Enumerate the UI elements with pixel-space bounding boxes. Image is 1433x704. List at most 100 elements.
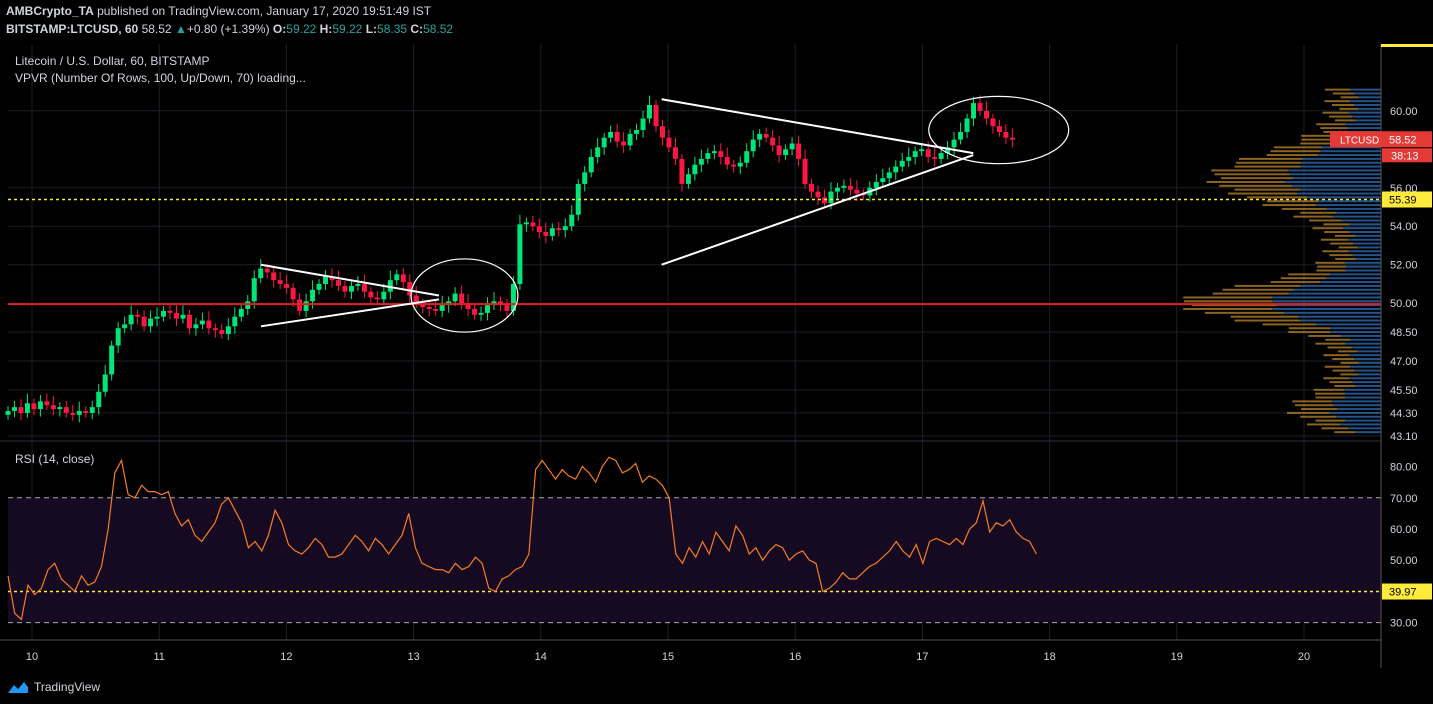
time-tick-label: 15 xyxy=(662,651,674,663)
candle-body xyxy=(724,156,730,165)
rsi-tick-label: 60.00 xyxy=(1390,524,1418,536)
price-tick-label: 60.00 xyxy=(1390,106,1418,118)
time-tick-label: 11 xyxy=(153,651,164,663)
author-name[interactable]: AMBCrypto_TA xyxy=(6,4,94,18)
rsi-level-tag xyxy=(1382,583,1432,600)
candle-body xyxy=(536,226,542,233)
rsi-tick-label: 30.00 xyxy=(1390,618,1418,630)
volume-profile-bar-down xyxy=(1337,350,1358,353)
candle-body xyxy=(912,151,918,157)
volume-profile-bar-up xyxy=(1355,384,1381,387)
candle-body xyxy=(329,276,335,281)
volume-profile-bar-up xyxy=(1302,157,1381,160)
candle-body xyxy=(996,126,1002,132)
volume-profile-bar-up xyxy=(1349,377,1381,380)
volume-profile-bar-down xyxy=(1338,246,1358,249)
candle-body xyxy=(964,118,970,132)
volume-profile-bar-down xyxy=(1288,331,1330,334)
candle-body xyxy=(63,407,69,413)
volume-profile-bar-down xyxy=(1315,419,1345,422)
candle-body xyxy=(148,318,154,327)
volume-profile-bar-down xyxy=(1340,373,1359,376)
candle-body xyxy=(70,412,76,415)
candle-body xyxy=(219,330,225,335)
candle-body xyxy=(238,308,244,317)
volume-profile-bar-up xyxy=(1329,273,1381,276)
candle-body xyxy=(109,345,115,375)
tradingview-logo-icon[interactable] xyxy=(6,679,30,695)
symbol-label[interactable]: BITSTAMP:LTCUSD, 60 xyxy=(6,22,139,36)
candle-body xyxy=(744,151,750,163)
volume-profile-bar-up xyxy=(1289,173,1381,176)
volume-profile-bar-down xyxy=(1340,96,1359,99)
volume-profile-bar-up xyxy=(1272,307,1381,310)
volume-profile-bar-down xyxy=(1334,234,1356,237)
volume-profile-bar-down xyxy=(1315,342,1345,345)
volume-profile-bar-up xyxy=(1300,165,1381,168)
price-tick-label: 44.30 xyxy=(1390,408,1418,420)
volume-profile-bar-down xyxy=(1292,400,1333,403)
volume-profile-bar-down xyxy=(1324,231,1350,234)
candle-body xyxy=(465,303,471,309)
candle-body xyxy=(271,272,277,281)
rsi-title: RSI (14, close) xyxy=(15,452,94,466)
candle-body xyxy=(821,197,827,204)
volume-profile-bar-down xyxy=(1334,384,1356,387)
tradingview-brand[interactable]: TradingView xyxy=(34,680,101,694)
highlight-ellipse xyxy=(410,258,519,333)
volume-profile-bar-up xyxy=(1336,211,1381,214)
candle-body xyxy=(122,324,128,329)
candle-body xyxy=(1003,131,1009,138)
candle-body xyxy=(11,407,17,411)
candle-body xyxy=(549,228,555,236)
volume-profile-bar-down xyxy=(1316,123,1346,126)
candle-body xyxy=(983,110,989,119)
candle-body xyxy=(886,172,892,179)
trendline xyxy=(260,298,440,328)
candle-body xyxy=(679,158,685,184)
volume-profile-bar-down xyxy=(1214,173,1290,176)
candle-body xyxy=(634,130,640,134)
candle-body xyxy=(115,328,121,346)
candle-body xyxy=(640,118,646,131)
candle-body xyxy=(847,185,853,190)
volume-profile-bar-down xyxy=(1234,188,1301,191)
volume-profile-bar-down xyxy=(1262,323,1316,326)
candle-body xyxy=(809,183,815,192)
volume-profile-bar-down xyxy=(1300,211,1337,214)
volume-profile-bar-up xyxy=(1355,119,1381,122)
candle-body xyxy=(925,149,931,157)
candle-body xyxy=(89,407,95,413)
volume-profile-bar-down xyxy=(1300,415,1337,418)
time-tick-label: 13 xyxy=(407,651,419,663)
volume-profile-bar-down xyxy=(1313,388,1344,391)
volume-profile-bar-up xyxy=(1285,180,1381,183)
candle-body xyxy=(18,407,24,413)
ltcusd-name-text: LTCUSD xyxy=(1340,135,1379,146)
candle-body xyxy=(899,160,905,167)
price-tick-label: 47.00 xyxy=(1390,356,1418,368)
ltcusd-name-tag xyxy=(1330,131,1382,148)
volume-profile-bar-up xyxy=(1287,169,1381,172)
candle-body xyxy=(789,143,795,150)
volume-profile-bar-up xyxy=(1358,107,1381,110)
volume-profile-bar-up xyxy=(1330,327,1381,330)
candle-body xyxy=(757,133,763,140)
candle-body xyxy=(310,289,316,302)
volume-profile-bar-down xyxy=(1219,184,1293,187)
volume-profile-bar-up xyxy=(1348,250,1381,253)
candle-body xyxy=(770,137,776,146)
volume-profile-bar-down xyxy=(1323,377,1350,380)
price-tick-label: 52.00 xyxy=(1390,260,1418,272)
candle-body xyxy=(510,283,516,311)
chart-header: AMBCrypto_TA published on TradingView.co… xyxy=(0,0,1433,42)
candle-body xyxy=(556,228,562,231)
volume-profile-bar-down xyxy=(1315,261,1345,264)
candle-body xyxy=(647,105,653,119)
close-label: C: xyxy=(410,22,424,36)
candle-body xyxy=(932,156,938,159)
candle-body xyxy=(173,312,179,319)
volume-profile-bar-down xyxy=(1288,273,1330,276)
volume-profile-bar-down xyxy=(1312,227,1344,230)
volume-profile-bar-down xyxy=(1307,423,1341,426)
